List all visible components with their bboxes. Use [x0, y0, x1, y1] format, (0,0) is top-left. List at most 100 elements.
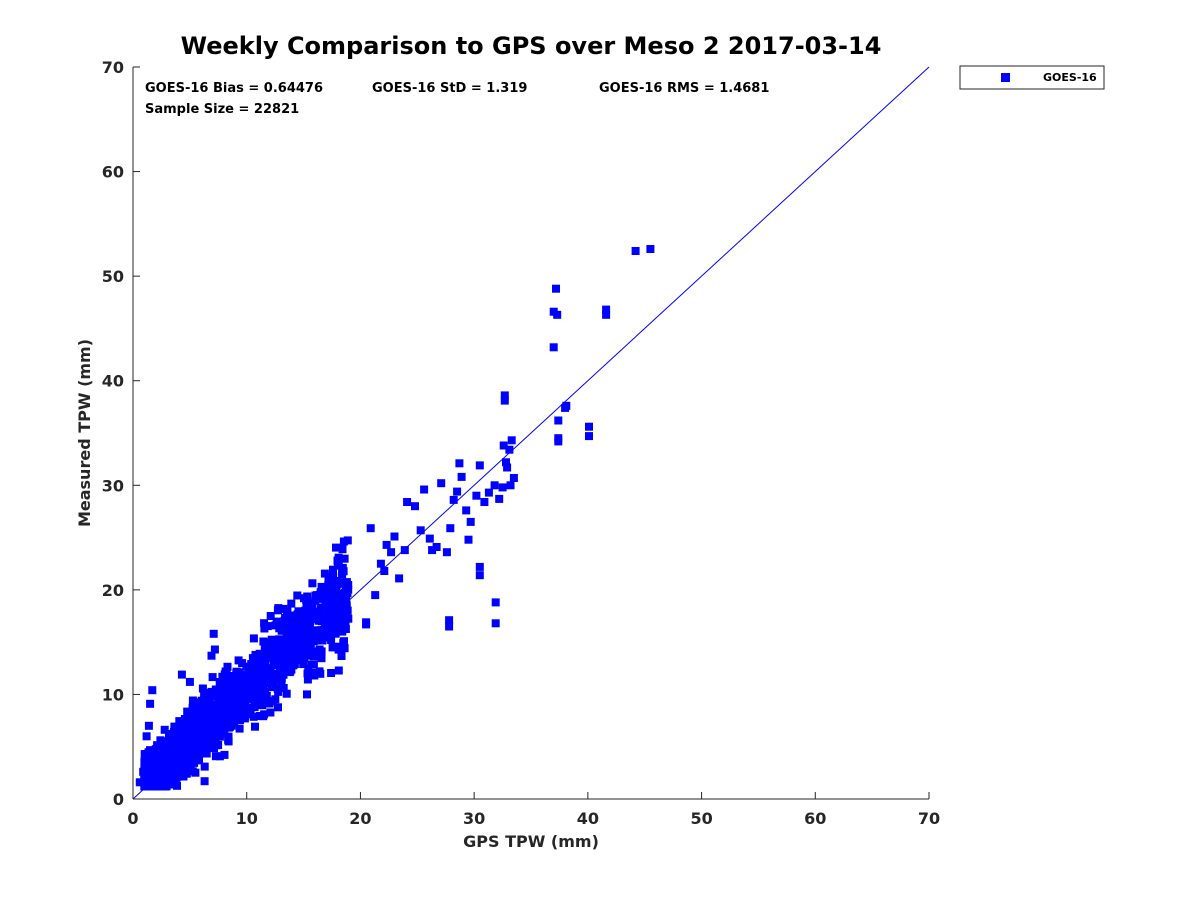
data-point: [173, 724, 182, 733]
y-tick-label: 30: [102, 476, 124, 495]
y-tick-label: 60: [102, 163, 124, 182]
data-point: [158, 761, 167, 770]
data-point: [141, 771, 150, 780]
data-point: [554, 416, 563, 425]
data-point: [507, 436, 516, 445]
data-point: [505, 445, 514, 454]
data-point: [235, 668, 244, 677]
data-point: [254, 687, 263, 696]
data-point: [255, 672, 264, 681]
data-point: [167, 770, 176, 779]
data-point: [144, 721, 153, 730]
data-point: [293, 591, 302, 600]
legend: GOES-16: [959, 65, 1105, 90]
data-point: [215, 732, 224, 741]
data-point: [338, 563, 347, 572]
data-point: [324, 614, 333, 622]
data-point: [201, 731, 210, 740]
data-point: [205, 689, 214, 697]
data-point: [168, 775, 177, 784]
data-point: [168, 748, 177, 757]
data-point: [341, 602, 350, 611]
data-point: [327, 636, 336, 644]
data-point: [279, 669, 288, 678]
data-point: [195, 703, 204, 712]
data-point: [191, 730, 200, 739]
data-point: [329, 565, 337, 574]
x-tick-label: 20: [349, 809, 371, 828]
data-point: [165, 741, 174, 750]
data-point: [400, 546, 409, 555]
data-point: [217, 678, 226, 687]
data-point: [211, 752, 220, 761]
data-point: [329, 572, 338, 581]
data-point: [274, 703, 282, 712]
data-point: [222, 714, 231, 723]
data-point: [268, 697, 277, 706]
x-tick-label: 50: [690, 809, 712, 828]
data-point: [230, 678, 239, 687]
legend-box: [959, 65, 1105, 90]
data-point: [154, 752, 163, 761]
data-point: [472, 491, 481, 500]
data-point: [343, 589, 352, 598]
data-point: [253, 696, 262, 705]
data-point: [148, 686, 157, 695]
data-point: [315, 594, 324, 603]
data-point: [288, 623, 297, 632]
data-point: [277, 677, 286, 686]
data-point: [308, 601, 317, 610]
data-point: [332, 543, 340, 552]
data-point: [224, 737, 233, 746]
data-point: [325, 618, 334, 627]
data-point: [271, 675, 280, 683]
data-point: [500, 391, 509, 400]
data-point: [169, 737, 178, 746]
data-point: [462, 506, 471, 515]
data-point: [340, 637, 348, 646]
x-tick-label: 30: [463, 809, 485, 828]
data-point: [328, 581, 337, 590]
data-point: [300, 652, 309, 661]
data-point: [153, 741, 162, 750]
data-point: [274, 687, 283, 696]
data-point: [188, 735, 197, 744]
data-point: [331, 629, 340, 638]
data-point: [291, 653, 300, 662]
data-point: [185, 764, 194, 773]
data-point: [475, 562, 484, 571]
legend-entry-goes16: GOES-16: [1043, 71, 1097, 84]
data-point: [317, 654, 326, 663]
data-point: [266, 642, 275, 651]
data-point: [275, 637, 284, 646]
data-point: [445, 622, 454, 631]
data-point: [295, 630, 304, 639]
data-point: [221, 702, 229, 711]
data-point: [491, 619, 500, 628]
data-point: [602, 305, 611, 314]
data-point: [287, 665, 296, 674]
data-point: [552, 284, 560, 293]
data-point: [152, 757, 161, 766]
data-point: [179, 766, 188, 775]
data-point: [416, 526, 425, 535]
data-point: [146, 772, 155, 781]
data-point: [161, 774, 170, 783]
data-point: [232, 673, 240, 682]
data-point: [177, 748, 186, 756]
y-tick-label: 0: [113, 790, 124, 809]
data-point: [183, 707, 192, 716]
data-point: [631, 247, 640, 255]
data-point: [509, 474, 518, 482]
data-point: [301, 645, 310, 654]
data-point: [249, 712, 258, 721]
data-point: [499, 441, 508, 450]
data-point: [301, 629, 310, 638]
rms-stat: GOES-16 RMS = 1.4681: [599, 81, 769, 96]
data-point: [340, 554, 349, 563]
data-point: [140, 757, 149, 766]
data-point: [561, 403, 570, 412]
data-point: [337, 652, 346, 660]
x-tick-label: 60: [804, 809, 826, 828]
data-point: [208, 673, 217, 682]
